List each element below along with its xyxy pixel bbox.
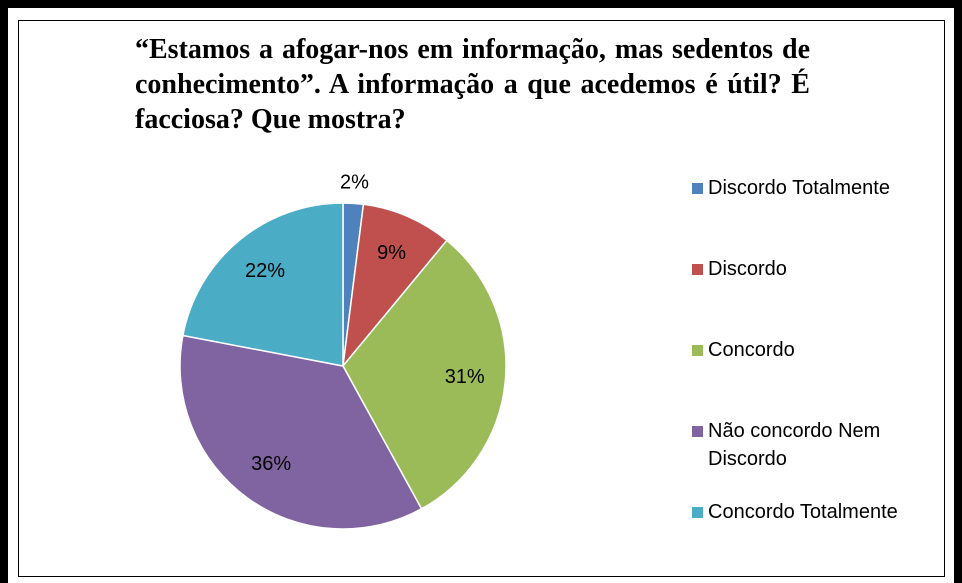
pie-slice — [182, 202, 344, 367]
data-label: 22% — [245, 260, 285, 282]
legend-item: Não concordo Nem Discordo — [692, 417, 938, 473]
legend-swatch — [692, 345, 703, 356]
pie-slice — [179, 334, 423, 530]
legend-swatch — [692, 426, 703, 437]
legend-label: Discordo — [708, 258, 787, 280]
legend-label: Não concordo Nem Discordo — [708, 420, 881, 470]
pie-slice — [342, 239, 507, 510]
pie-slice — [341, 203, 448, 369]
data-label: 31% — [445, 366, 485, 388]
legend-swatch — [692, 264, 703, 275]
legend-label: Concordo Totalmente — [708, 501, 898, 523]
chart: 2% 9% 31% 36% 22% — [179, 172, 507, 530]
legend-item: Concordo — [692, 336, 938, 364]
legend-item: Discordo Totalmente — [692, 174, 938, 202]
legend-item: Concordo Totalmente — [692, 498, 938, 526]
legend-label: Concordo — [708, 339, 795, 361]
legend-swatch — [692, 183, 703, 194]
legend-swatch — [692, 507, 703, 518]
legend-item: Discordo — [692, 255, 938, 283]
data-label: 36% — [251, 453, 291, 475]
plot-frame — [18, 20, 945, 577]
data-label: 9% — [377, 242, 406, 264]
legend-label: Discordo Totalmente — [708, 177, 890, 199]
data-label: 2% — [340, 172, 369, 194]
chart-title: “Estamos a afogar-nos em informação, mas… — [135, 34, 810, 135]
